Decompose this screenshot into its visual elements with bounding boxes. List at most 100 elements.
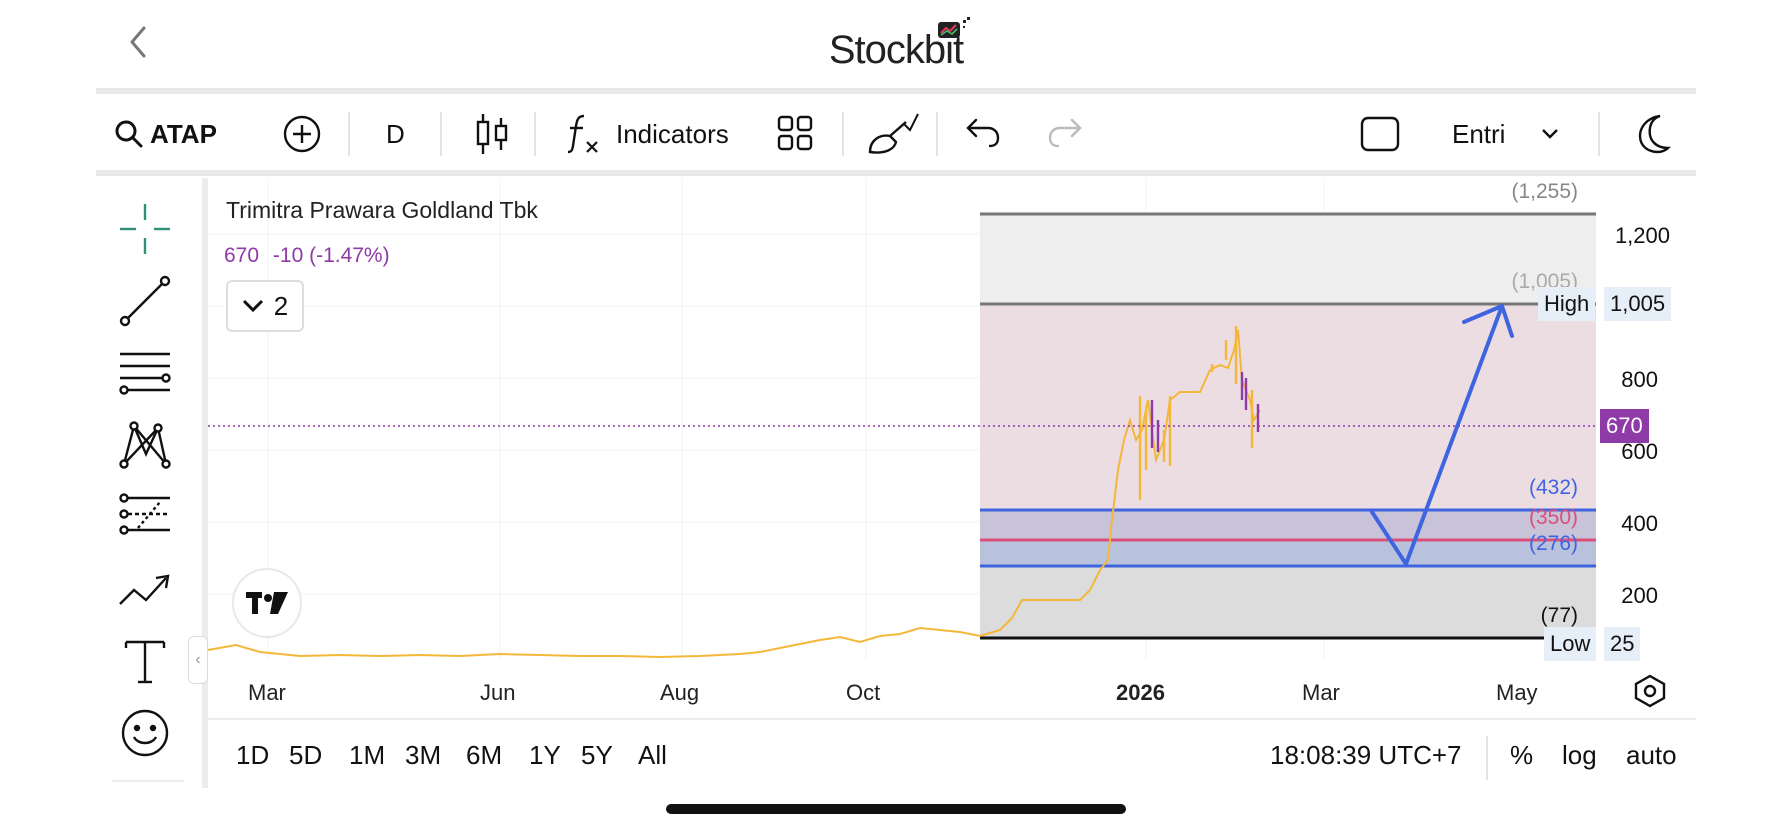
projection-arrow	[1370, 304, 1514, 566]
last-price-tag: 670	[1600, 409, 1649, 443]
y-tick: 600	[1621, 439, 1658, 464]
tradingview-icon	[246, 592, 288, 614]
moon-icon	[1638, 114, 1671, 154]
drawing-toolbar-border	[202, 178, 208, 788]
home-indicator	[666, 804, 1126, 814]
tradingview-logo[interactable]	[232, 568, 302, 638]
fib-drawing	[980, 212, 1596, 640]
toolbar-divider	[1598, 112, 1600, 156]
y-tick: 400	[1621, 511, 1658, 536]
fib-zone-mid2	[980, 540, 1596, 566]
last-price: 670	[224, 244, 260, 267]
toolbar-divider	[842, 112, 844, 156]
fib-label-350: (350)	[1528, 506, 1578, 529]
indicators-label: Indicators	[616, 118, 729, 149]
range-1m[interactable]: 1M	[349, 740, 386, 770]
symbol-search-button[interactable]: ATAP	[114, 108, 217, 160]
collapse-toolbar-handle[interactable]: ‹	[188, 636, 208, 684]
theme-toggle-button[interactable]	[1632, 112, 1672, 156]
prediction-tool[interactable]	[116, 488, 174, 546]
back-button[interactable]	[120, 22, 160, 62]
fullscreen-button[interactable]	[1360, 116, 1400, 152]
stockbit-logo: Stockbit	[828, 28, 964, 72]
brush-tool[interactable]	[116, 560, 174, 618]
fib-zone-upper	[980, 304, 1596, 510]
candlestick-type-button[interactable]	[474, 112, 510, 156]
order-dropdown[interactable]: Entri	[1452, 108, 1559, 160]
price-series-line	[208, 329, 1261, 659]
x-tick: Mar	[248, 680, 286, 705]
fib-label-1255: (1,255)	[1511, 180, 1578, 203]
compare-add-button[interactable]	[282, 114, 322, 154]
pattern-icon	[119, 421, 171, 469]
bottom-divider	[208, 718, 1696, 720]
range-6m[interactable]: 6M	[466, 740, 503, 770]
logo-mark-icon	[938, 17, 970, 38]
drawing-toolbar	[96, 178, 200, 784]
pattern-tool[interactable]	[116, 416, 174, 474]
chevron-down-icon	[242, 299, 263, 313]
range-5d[interactable]: 5D	[289, 740, 323, 770]
redo-icon	[1048, 118, 1082, 148]
x-tick: Aug	[660, 680, 700, 705]
indicators-button[interactable]: Indicators	[566, 108, 729, 160]
x-tick: Oct	[846, 680, 881, 705]
smiley-icon	[121, 709, 169, 757]
clock: 18:08:39 UTC+7	[1270, 740, 1462, 770]
percent-toggle[interactable]: %	[1510, 740, 1534, 770]
price-change: -10 (-1.47%)	[272, 244, 390, 267]
drawing-tools-button[interactable]	[866, 110, 920, 156]
drawing-toolbar-footer	[112, 780, 184, 782]
range-1d[interactable]: 1D	[236, 740, 270, 770]
crosshair-tool[interactable]	[116, 200, 174, 258]
settings-hexagon-icon	[1634, 674, 1666, 708]
brush-icon	[868, 113, 919, 154]
range-5y[interactable]: 5Y	[581, 740, 613, 770]
stock-quote: 670 -10 (-1.47%)	[224, 244, 390, 268]
function-icon	[567, 114, 598, 154]
y-tick: 800	[1621, 367, 1658, 392]
interval-button[interactable]: D	[386, 118, 405, 149]
header-divider	[96, 88, 1696, 94]
undo-icon	[966, 118, 1000, 148]
y-tick: 200	[1621, 583, 1658, 608]
symbol-label: ATAP	[150, 118, 217, 149]
stock-name: Trimitra Prawara Goldland Tbk	[226, 197, 538, 223]
text-tool[interactable]	[116, 632, 174, 690]
high-value: 1,005	[1604, 287, 1672, 321]
high-label: High	[1538, 287, 1596, 321]
x-tick-year: 2026	[1116, 680, 1165, 705]
emoji-tool[interactable]	[116, 704, 174, 762]
chevron-left-icon	[130, 26, 146, 58]
plus-circle-icon	[283, 115, 321, 153]
auto-toggle[interactable]: auto	[1626, 740, 1677, 770]
range-3m[interactable]: 3M	[405, 740, 442, 770]
order-label: Entri	[1452, 118, 1506, 149]
indicator-collapse-button[interactable]: 2	[226, 280, 304, 332]
fib-label-432: (432)	[1528, 476, 1578, 499]
square-icon	[1360, 116, 1400, 152]
indicator-count: 2	[273, 290, 289, 321]
toolbar-divider-bottom	[96, 170, 1696, 176]
trend-line-tool[interactable]	[116, 272, 174, 330]
undo-button[interactable]	[964, 116, 1002, 150]
crosshair-icon	[120, 204, 170, 254]
fib-retracement-tool[interactable]	[116, 344, 174, 402]
fib-zone-bottom	[980, 566, 1596, 638]
range-1y[interactable]: 1Y	[529, 740, 561, 770]
chart-settings-button[interactable]	[1634, 674, 1666, 708]
log-toggle[interactable]: log	[1562, 740, 1597, 770]
fib-zone-top	[980, 214, 1596, 304]
toolbar-divider	[348, 112, 350, 156]
range-all[interactable]: All	[638, 740, 667, 770]
fib-label-276: (276)	[1528, 532, 1578, 555]
candlestick-icon	[476, 114, 508, 154]
y-tick: 1,200	[1614, 223, 1670, 248]
x-tick: Mar	[1302, 680, 1340, 705]
layout-button[interactable]	[776, 114, 814, 152]
zigzag-arrow-icon	[119, 574, 170, 605]
redo-button[interactable]	[1046, 116, 1084, 150]
text-icon	[124, 640, 166, 684]
price-chart[interactable]	[208, 178, 1696, 718]
chevron-down-icon	[1542, 129, 1559, 139]
